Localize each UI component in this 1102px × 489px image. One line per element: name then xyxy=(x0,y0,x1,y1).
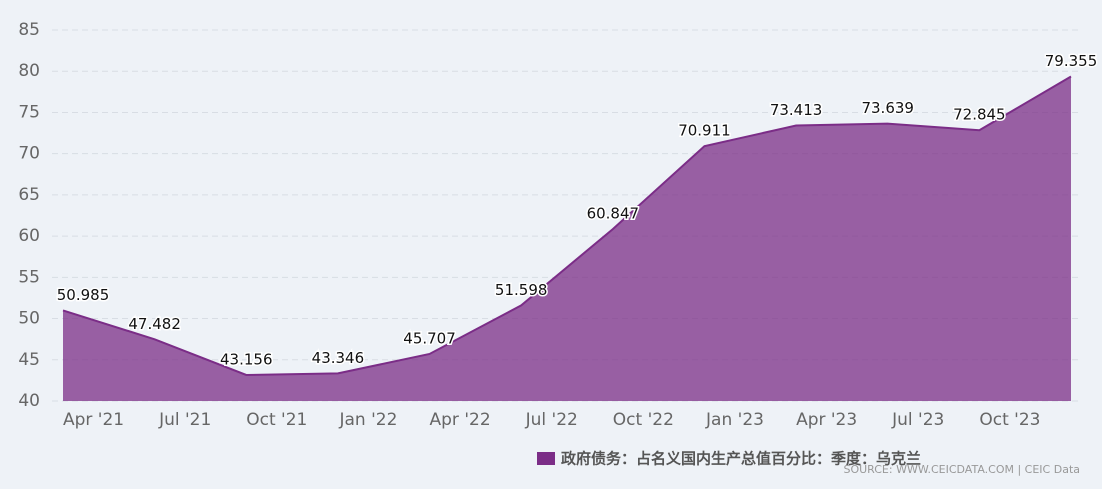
x-tick-label: Jan '22 xyxy=(338,410,397,430)
data-label: 73.413 xyxy=(770,101,823,119)
data-label: 60.847 xyxy=(587,205,640,223)
x-tick-label: Jul '21 xyxy=(158,410,211,430)
area xyxy=(63,76,1071,401)
x-tick-label: Apr '23 xyxy=(796,410,857,430)
y-tick-label: 40 xyxy=(18,391,40,411)
data-label: 43.346 xyxy=(312,349,365,367)
line xyxy=(62,75,1072,376)
y-tick-label: 65 xyxy=(18,185,40,205)
x-tick-label: Jul '22 xyxy=(525,410,578,430)
source: SOURCE: WWW.CEICDATA.COM | CEIC Data xyxy=(843,463,1080,476)
y-tick-label: 55 xyxy=(18,267,40,287)
x-tick-label: Jul '23 xyxy=(891,410,944,430)
y-tick-label: 80 xyxy=(18,61,40,81)
x-tick-label: Oct '22 xyxy=(613,410,674,430)
x-tick-label: Oct '21 xyxy=(246,410,307,430)
x-tick-label: Oct '23 xyxy=(979,410,1040,430)
data-label: 72.845 xyxy=(953,106,1006,124)
data-label: 50.985 xyxy=(57,286,110,304)
x-tick-label: Apr '21 xyxy=(63,410,124,430)
y-tick-label: 60 xyxy=(18,226,40,246)
x-tick-label: Jan '23 xyxy=(705,410,764,430)
data-label: 79.355 xyxy=(1045,52,1098,70)
x-tick-label: Apr '22 xyxy=(430,410,491,430)
data-label: 73.639 xyxy=(861,99,914,117)
data-label: 45.707 xyxy=(403,329,456,347)
data-label: 70.911 xyxy=(678,122,731,140)
y-tick-label: 70 xyxy=(18,144,40,164)
y-tick-label: 75 xyxy=(18,102,40,122)
y-tick-label: 85 xyxy=(18,20,40,40)
data-label: 47.482 xyxy=(128,315,181,333)
y-tick-label: 50 xyxy=(18,309,40,329)
data-label: 43.156 xyxy=(220,350,273,368)
y-tick-label: 45 xyxy=(18,350,40,370)
data-label: 51.598 xyxy=(495,281,548,299)
legend-swatch xyxy=(537,452,555,465)
legend-label: 政府债务：占名义国内生产总值百分比：季度：乌克兰 xyxy=(561,450,921,468)
